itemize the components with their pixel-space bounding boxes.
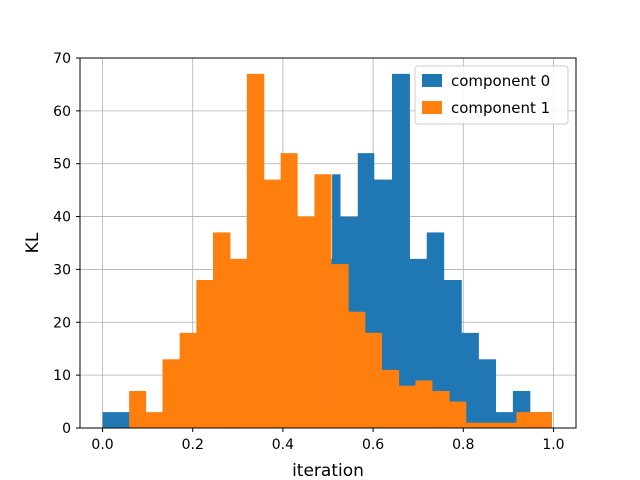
- x-tick-label: 0.8: [452, 437, 474, 453]
- series-1: [129, 73, 552, 428]
- histogram-bar: [129, 391, 147, 428]
- histogram-bar: [179, 332, 197, 428]
- histogram-bar: [348, 311, 366, 428]
- histogram-bar: [381, 369, 400, 428]
- y-tick-label: 0: [62, 421, 71, 437]
- histogram-bar: [392, 73, 410, 428]
- histogram-bar: [263, 179, 281, 428]
- legend-label: component 0: [451, 72, 550, 90]
- histogram-bar: [145, 412, 163, 428]
- legend: component 0 component 1: [414, 65, 569, 125]
- legend-swatch: [422, 74, 442, 87]
- histogram-bar: [331, 264, 349, 428]
- y-tick-label: 60: [53, 104, 71, 120]
- histogram-bar: [246, 73, 265, 428]
- histogram-bar: [230, 258, 248, 428]
- histogram-bar: [499, 422, 517, 428]
- plot-frame: [79, 57, 577, 429]
- x-tick-label: 0.0: [91, 437, 113, 453]
- y-tick-label: 50: [53, 157, 71, 173]
- y-axis-label: KL: [23, 232, 43, 253]
- histogram-bar: [162, 359, 180, 428]
- x-tick-label: 1.0: [542, 437, 564, 453]
- histogram-bar: [533, 412, 552, 428]
- axis-ticks: 0.0 0.2 0.4 0.6 0.8 1.0 0 10 20 30 40 50 60 70: [53, 51, 564, 453]
- histogram-bar: [449, 401, 467, 428]
- histogram-bar: [478, 359, 497, 428]
- histogram-bar: [196, 280, 214, 428]
- x-tick-label: 0.6: [362, 437, 384, 453]
- histogram-bar: [314, 174, 332, 428]
- histogram-bars: [102, 73, 552, 428]
- histogram-bar: [426, 232, 445, 428]
- x-tick-label: 0.4: [272, 437, 294, 453]
- legend-label: component 1: [451, 99, 550, 117]
- histogram-bar: [516, 412, 534, 428]
- histogram-bar: [465, 422, 483, 428]
- histogram-bar: [102, 412, 130, 428]
- y-tick-label: 70: [53, 51, 71, 67]
- histogram-bar: [297, 216, 315, 428]
- y-tick-label: 10: [53, 368, 71, 384]
- legend-swatch: [422, 101, 442, 114]
- histogram-bar: [398, 385, 416, 428]
- y-tick-label: 40: [53, 210, 71, 226]
- histogram-bar: [415, 380, 433, 428]
- histogram-bar: [364, 332, 382, 428]
- x-tick-label: 0.2: [182, 437, 204, 453]
- histogram-bar: [482, 422, 501, 428]
- y-tick-label: 20: [53, 315, 71, 331]
- histogram-bar: [432, 391, 450, 428]
- histogram-bar: [280, 153, 298, 428]
- histogram-bar: [213, 232, 231, 428]
- y-tick-label: 30: [53, 262, 71, 278]
- legend-box: [414, 65, 569, 125]
- x-axis-label: iteration: [292, 461, 364, 480]
